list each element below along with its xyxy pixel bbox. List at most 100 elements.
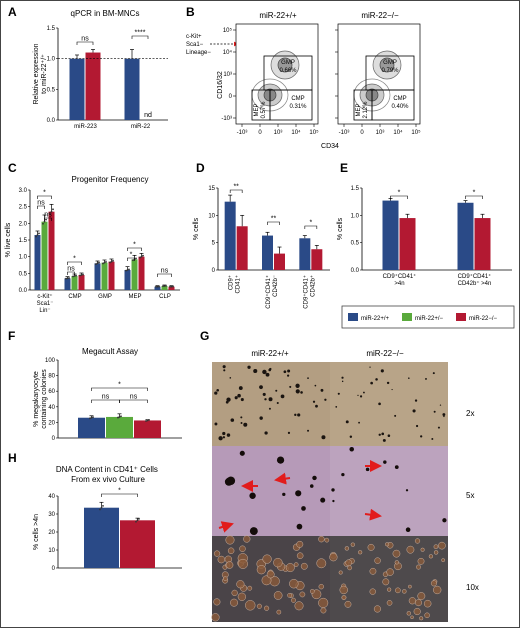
- cell: [226, 397, 231, 402]
- cell: [234, 396, 238, 400]
- bar: [236, 226, 248, 270]
- significance-bracket: [119, 399, 148, 403]
- cell: [357, 394, 359, 397]
- mag-5x: 5x: [466, 491, 474, 500]
- cell: [294, 601, 304, 611]
- cell: [289, 385, 292, 388]
- micro-2x-ko: [330, 362, 448, 446]
- cell: [378, 402, 381, 406]
- cell: [381, 432, 385, 436]
- bar: [161, 286, 168, 290]
- micro-2x-wt: [212, 362, 330, 446]
- cell: [214, 391, 218, 395]
- data-point: [138, 517, 140, 520]
- cell: [268, 397, 273, 402]
- data-point: [118, 416, 121, 418]
- cell: [337, 392, 340, 395]
- cell: [380, 369, 384, 373]
- data-point: [126, 269, 129, 271]
- significance-bracket: [229, 189, 243, 193]
- bar: [274, 253, 285, 270]
- gate-label-2: Sca1−: [186, 42, 204, 48]
- legend-swatch-het: [402, 313, 412, 321]
- data-point: [117, 416, 119, 419]
- significance-bracket: [390, 195, 408, 199]
- significance-label: ****: [135, 30, 146, 37]
- significance-bracket: [67, 271, 75, 275]
- data-point: [82, 273, 84, 276]
- flow-xlabel: CD34: [321, 143, 339, 150]
- cell: [369, 588, 376, 595]
- significance-label: *: [398, 190, 401, 197]
- bar: [106, 416, 133, 438]
- cell: [338, 570, 343, 575]
- panel-h-chart: 0 10 20 30 40 % cells >4n *: [33, 488, 182, 572]
- cell: [247, 365, 251, 369]
- cell: [236, 580, 245, 589]
- cell: [237, 558, 248, 569]
- cell: [408, 377, 410, 379]
- data-point: [145, 420, 147, 422]
- data-point: [99, 508, 101, 511]
- legend: miR-22+/+ miR-22+/− miR-22−/−: [341, 305, 515, 329]
- significance-label: *: [73, 256, 76, 263]
- flow-x-tick-label: 10⁴: [291, 129, 301, 136]
- cell: [285, 563, 295, 573]
- x-tick-label: GMP: [98, 294, 112, 300]
- data-point: [162, 285, 164, 288]
- cell: [214, 422, 218, 426]
- y-tick-label: 40: [48, 494, 55, 500]
- y-axis-label: % cells >4n: [33, 514, 40, 550]
- data-point: [109, 261, 111, 264]
- significance-bracket: [37, 195, 52, 199]
- panel-letter-h: H: [8, 451, 17, 465]
- data-point: [120, 415, 122, 418]
- panel-e-chart: 0.00.51.01.5% cellsCD9⁺CD41⁺>4nCD9⁺CD41⁺…: [337, 186, 512, 287]
- cell: [431, 437, 434, 440]
- panel-letter-d: D: [196, 161, 205, 175]
- y-tick-label: 0.0: [19, 288, 28, 294]
- x-tick-label: Lin⁻: [39, 308, 50, 314]
- cell: [226, 476, 236, 486]
- flow-x-tick-label: -10³: [237, 130, 248, 136]
- y-tick-label: 5: [212, 241, 216, 247]
- x-tick-label: CMP: [68, 294, 81, 300]
- significance-label: *: [43, 190, 46, 197]
- cell: [239, 545, 246, 552]
- data-point: [165, 284, 167, 287]
- significance-bracket: [91, 387, 148, 391]
- data-point: [95, 263, 97, 266]
- significance-bracket: [127, 257, 135, 261]
- cell: [310, 589, 315, 594]
- y-tick-label: 0.5: [19, 271, 28, 277]
- cell: [320, 607, 327, 614]
- cell: [320, 497, 326, 503]
- y-tick-label: 0.5: [47, 87, 56, 93]
- cell: [264, 431, 268, 435]
- cell: [408, 597, 416, 605]
- significance-bracket: [44, 217, 52, 221]
- y-tick-label: 0.5: [351, 241, 360, 247]
- bar: [262, 235, 273, 270]
- bar: [311, 249, 323, 270]
- cell: [415, 599, 422, 607]
- cell: [443, 415, 445, 418]
- cell: [369, 366, 371, 368]
- cell: [374, 557, 381, 564]
- data-point: [89, 417, 91, 420]
- cell: [320, 388, 324, 392]
- cell: [392, 549, 401, 558]
- data-point: [110, 260, 113, 263]
- cell: [240, 421, 243, 424]
- significance-label: ns: [81, 36, 89, 43]
- bar: [108, 261, 115, 290]
- bar: [124, 270, 131, 290]
- panel-h-title-line2: From ex vivo Culture: [71, 475, 145, 484]
- cell: [273, 591, 283, 600]
- panel-letter-f: F: [8, 329, 15, 343]
- y-axis-label: to miR-22⁺/⁺: [41, 54, 48, 94]
- cell: [387, 587, 392, 592]
- y-axis-label: containing colonies: [41, 369, 48, 429]
- y-tick-label: 0: [212, 268, 216, 274]
